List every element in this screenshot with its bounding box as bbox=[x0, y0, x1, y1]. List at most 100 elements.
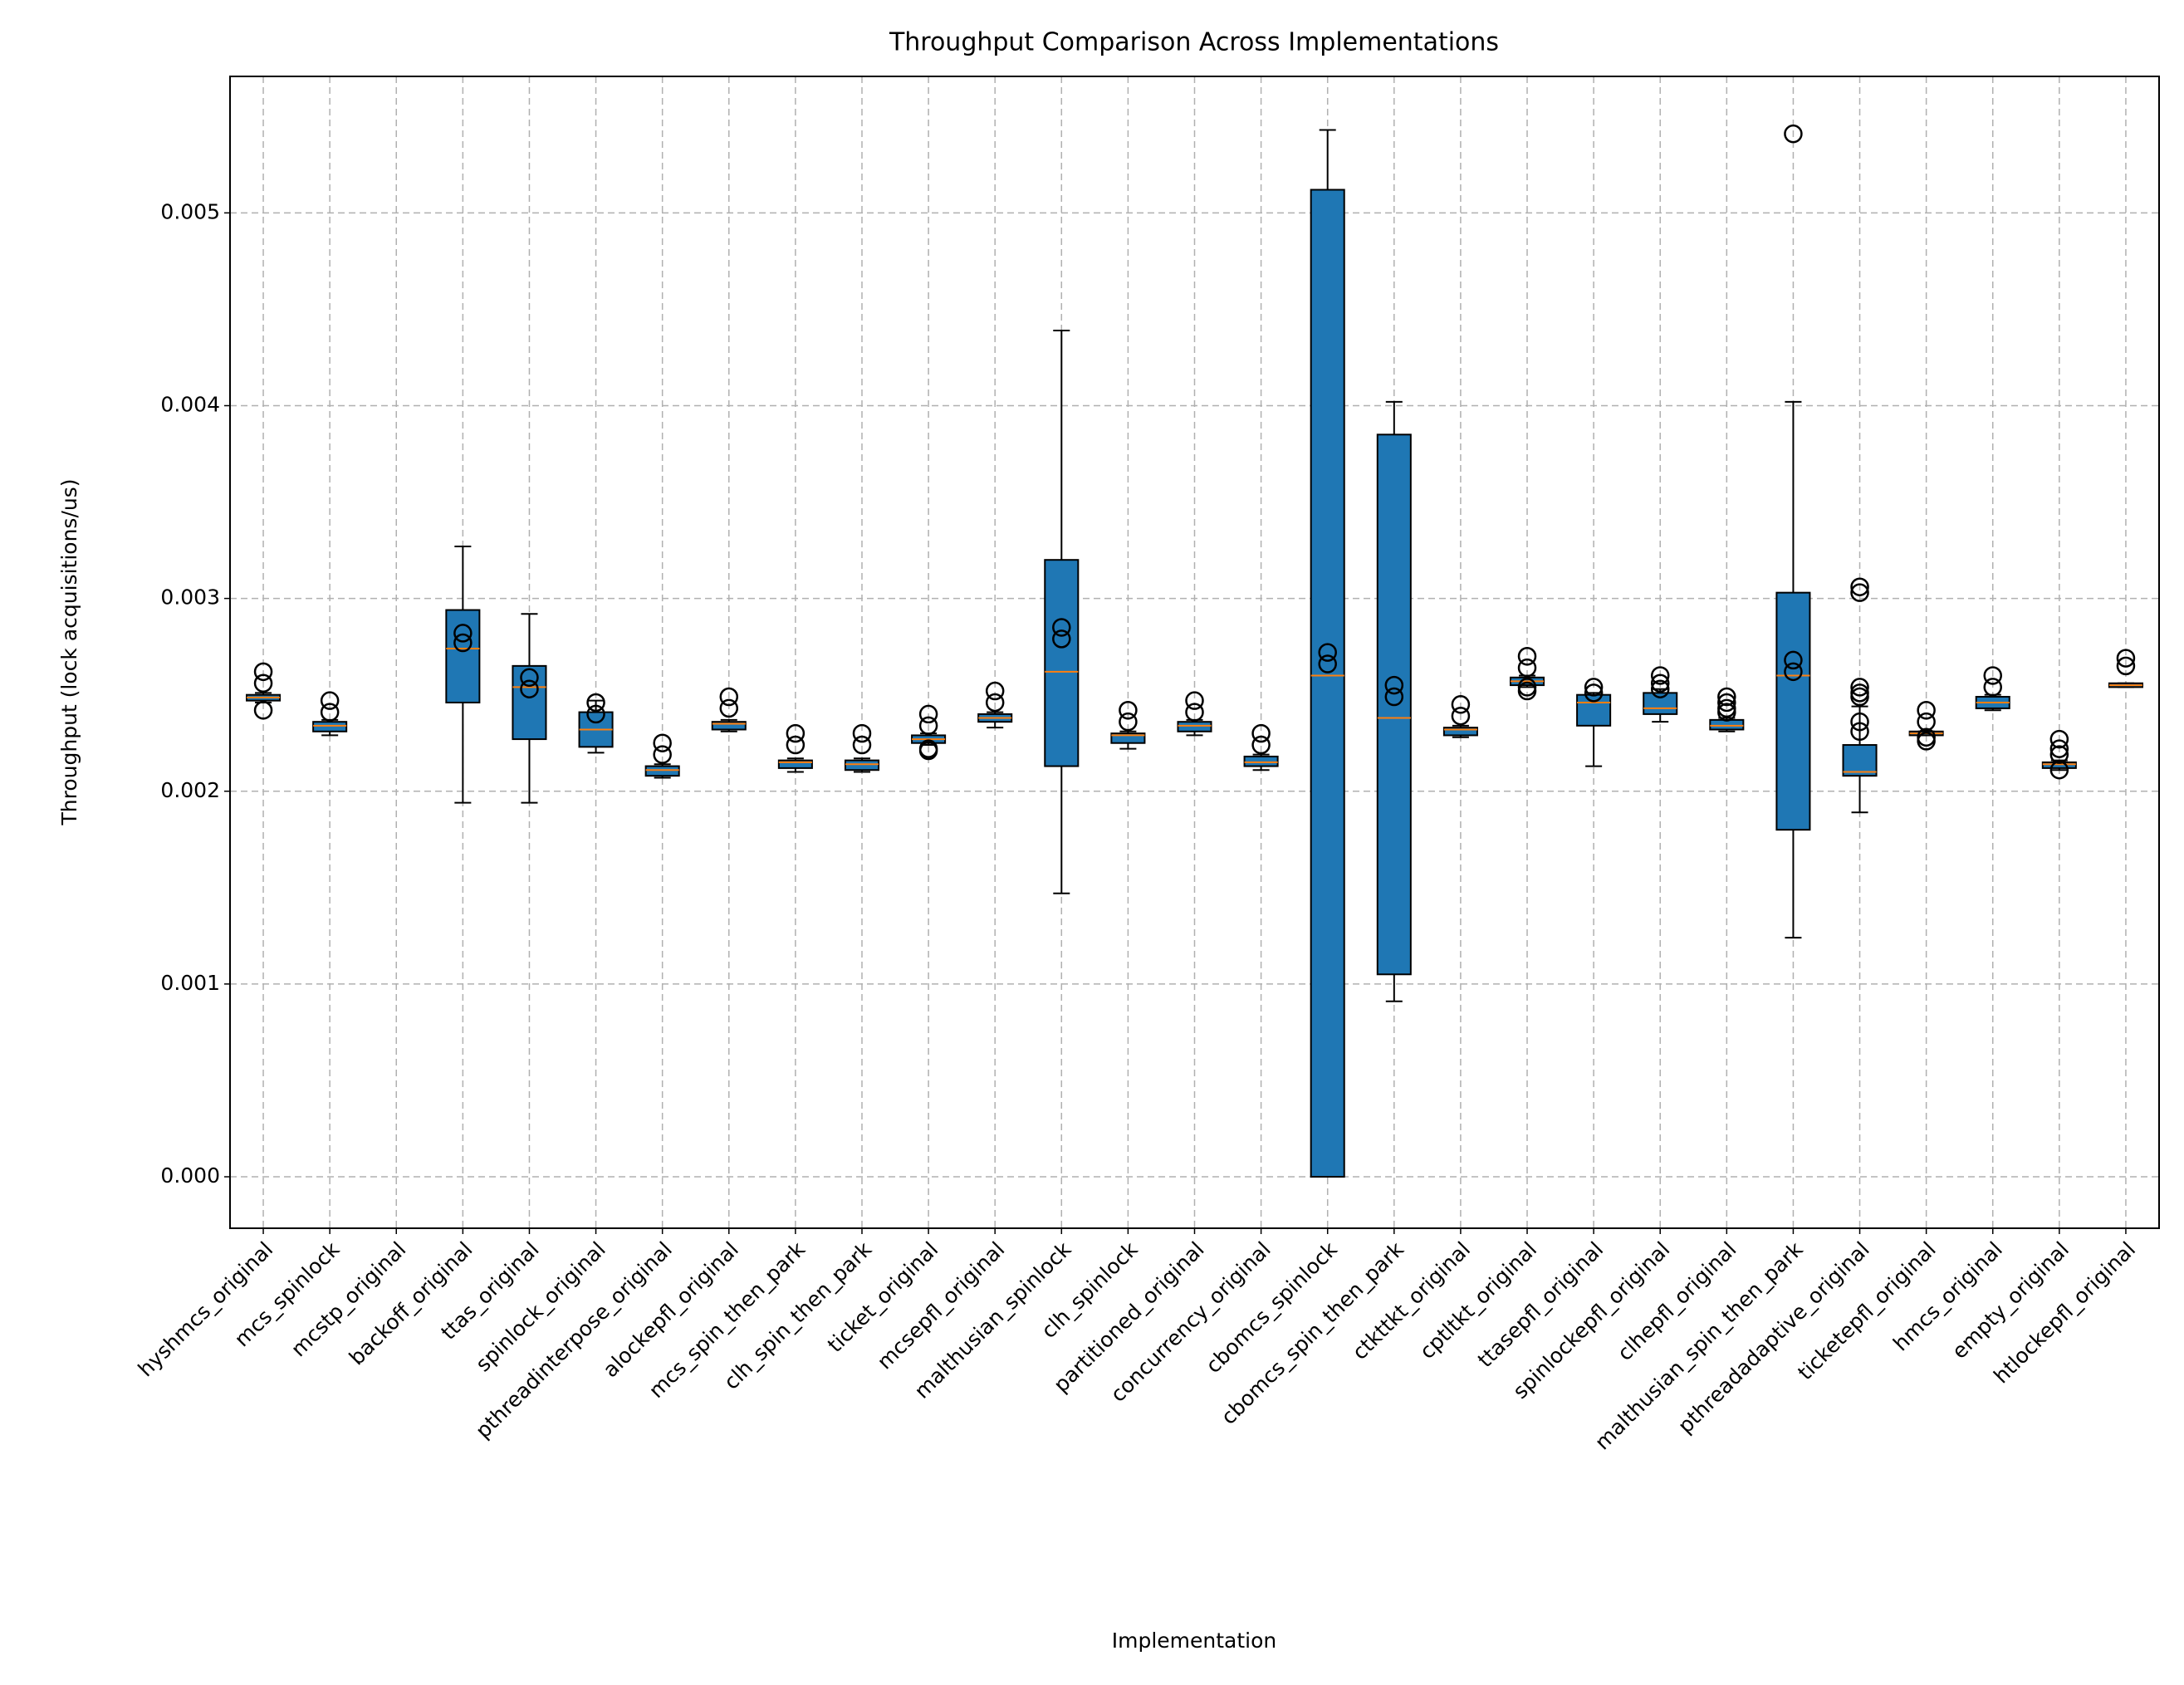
box-group bbox=[1243, 723, 1279, 771]
box bbox=[1842, 744, 1878, 777]
outlier bbox=[1917, 701, 1936, 720]
box-group bbox=[1975, 666, 2010, 712]
y-tick-label: 0.002 bbox=[160, 778, 220, 802]
outlier bbox=[453, 633, 473, 653]
outlier bbox=[1517, 647, 1537, 666]
box bbox=[1044, 559, 1080, 767]
outlier bbox=[1850, 712, 1869, 732]
box-group bbox=[1709, 687, 1745, 732]
outlier bbox=[653, 733, 672, 752]
outlier bbox=[1384, 687, 1404, 707]
outlier bbox=[2116, 649, 2136, 668]
outlier bbox=[586, 704, 605, 724]
x-tick-label: ttasepfl_original bbox=[1473, 1237, 1609, 1373]
outlier bbox=[2049, 739, 2069, 758]
y-tick-label: 0.000 bbox=[160, 1163, 220, 1188]
outlier bbox=[1119, 701, 1138, 720]
outlier bbox=[2049, 760, 2069, 780]
outlier bbox=[2116, 656, 2136, 676]
outlier bbox=[1251, 723, 1271, 743]
outlier bbox=[1650, 679, 1670, 698]
box bbox=[1177, 721, 1212, 732]
outlier bbox=[985, 693, 1005, 713]
outlier bbox=[1384, 675, 1404, 695]
outlier bbox=[786, 735, 806, 755]
outlier bbox=[1451, 706, 1471, 726]
box-group bbox=[1310, 129, 1345, 1178]
x-tick-label: cptltkt_original bbox=[1415, 1237, 1541, 1364]
box-group bbox=[911, 704, 947, 761]
x-tick-label: backoff_original bbox=[345, 1237, 477, 1370]
outlier bbox=[719, 687, 739, 707]
box bbox=[1243, 755, 1279, 767]
box bbox=[1576, 693, 1612, 727]
outlier bbox=[1517, 678, 1537, 697]
box-group bbox=[246, 662, 282, 720]
outlier bbox=[253, 674, 273, 693]
outlier bbox=[1850, 577, 1869, 596]
box-group bbox=[1576, 678, 1612, 767]
outlier bbox=[1850, 722, 1869, 742]
x-tick-label: empty_original bbox=[1947, 1237, 2074, 1364]
y-tick-label: 0.001 bbox=[160, 971, 220, 995]
outlier bbox=[719, 698, 739, 718]
outlier bbox=[1850, 583, 1869, 602]
box bbox=[844, 759, 880, 771]
outlier bbox=[918, 739, 938, 758]
outlier bbox=[320, 691, 340, 710]
box bbox=[1643, 692, 1678, 715]
x-tick-label: mcstp_original bbox=[286, 1237, 411, 1362]
box-group bbox=[1509, 647, 1545, 701]
box-group bbox=[1842, 577, 1878, 814]
y-axis-label: Throughput (lock acquisitions/us) bbox=[57, 479, 81, 826]
outlier bbox=[1717, 687, 1736, 707]
outlier bbox=[1318, 654, 1337, 674]
box-group bbox=[578, 693, 614, 754]
box-group bbox=[1643, 666, 1678, 723]
box bbox=[1110, 732, 1146, 744]
box-group bbox=[844, 723, 880, 773]
box bbox=[512, 664, 547, 741]
outlier bbox=[1917, 732, 1936, 751]
outlier bbox=[1650, 674, 1670, 693]
outlier bbox=[320, 703, 340, 722]
outlier bbox=[1584, 678, 1604, 697]
outlier bbox=[1584, 683, 1604, 703]
outlier bbox=[1784, 124, 1803, 144]
outlier bbox=[2049, 745, 2069, 764]
outlier bbox=[1717, 693, 1736, 713]
outlier bbox=[985, 681, 1005, 701]
box bbox=[1310, 189, 1345, 1178]
outlier bbox=[1318, 643, 1337, 662]
box bbox=[644, 765, 680, 777]
outlier bbox=[653, 745, 672, 764]
outlier bbox=[1784, 650, 1803, 670]
outlier bbox=[1717, 703, 1736, 722]
outlier bbox=[1451, 695, 1471, 714]
x-tick-label: ctkttkt_original bbox=[1348, 1237, 1475, 1364]
outlier bbox=[918, 716, 938, 736]
box-group bbox=[1376, 400, 1412, 1002]
outlier bbox=[586, 693, 605, 713]
box-group bbox=[644, 733, 680, 779]
y-tick-label: 0.005 bbox=[160, 199, 220, 223]
box-group bbox=[777, 723, 813, 773]
box-group bbox=[977, 681, 1013, 729]
box-group bbox=[1110, 701, 1146, 750]
box bbox=[1442, 727, 1478, 737]
outlier bbox=[253, 701, 273, 720]
outlier bbox=[253, 662, 273, 682]
outlier bbox=[1650, 666, 1670, 685]
outlier bbox=[1850, 678, 1869, 697]
outlier bbox=[520, 679, 539, 698]
box bbox=[711, 721, 747, 731]
x-tick-label: mcsepfl_original bbox=[873, 1237, 1010, 1374]
box-group bbox=[512, 613, 547, 804]
outlier bbox=[1784, 662, 1803, 682]
x-tick-label: clhepfl_original bbox=[1613, 1237, 1741, 1365]
box-group bbox=[711, 687, 747, 732]
outlier bbox=[2049, 729, 2069, 749]
box-group bbox=[1177, 691, 1212, 737]
outlier bbox=[852, 723, 872, 743]
